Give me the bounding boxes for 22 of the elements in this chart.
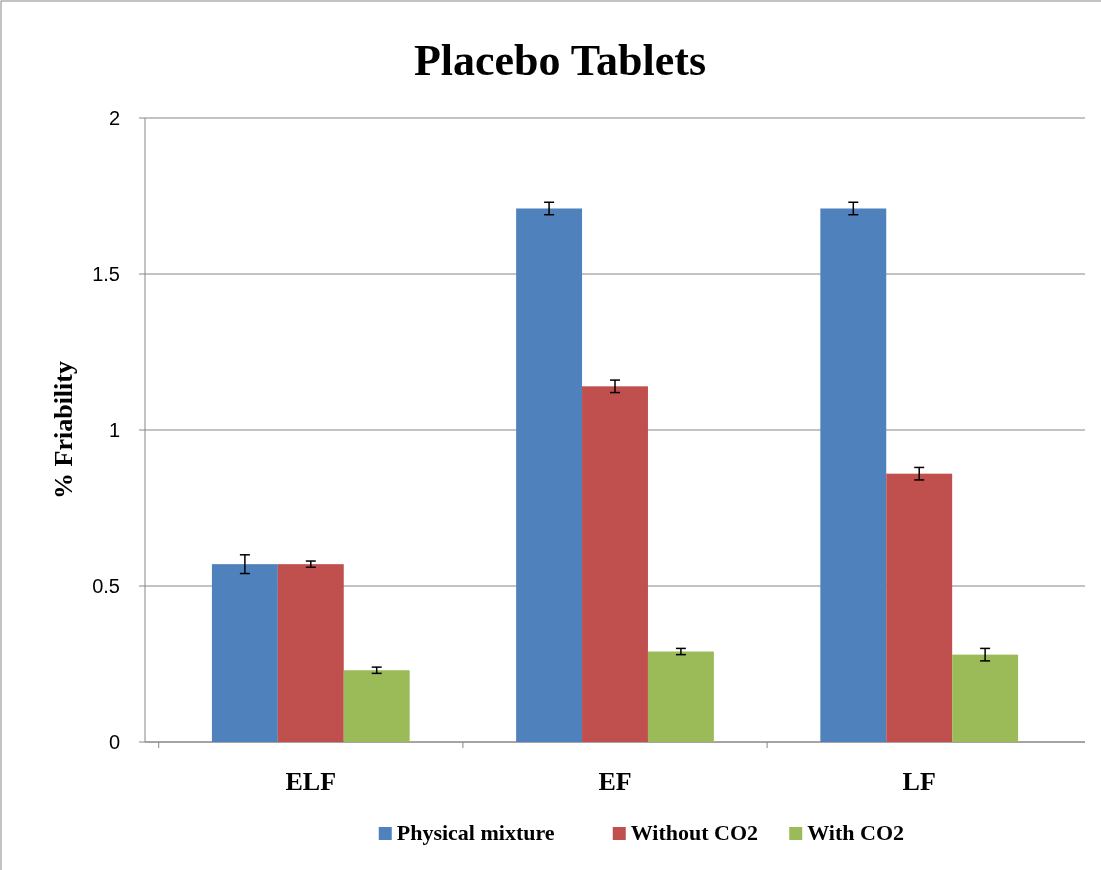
legend-label: Physical mixture <box>396 820 555 845</box>
bar <box>886 473 953 742</box>
x-tick-label: EF <box>598 767 632 796</box>
chart-title: Placebo Tablets <box>413 36 707 85</box>
x-tick-label: ELF <box>285 767 337 796</box>
legend-label: With CO2 <box>807 820 905 845</box>
bar <box>211 564 278 742</box>
x-tick-label: LF <box>902 767 936 796</box>
bar <box>952 654 1019 742</box>
legend-label: Without CO2 <box>630 820 759 845</box>
y-tick-label: 0 <box>108 731 120 753</box>
y-axis-title: % Friability <box>49 361 78 499</box>
bar <box>277 564 344 742</box>
y-tick-label: 1 <box>108 419 120 441</box>
bar <box>820 208 887 742</box>
y-tick-label: 2 <box>108 107 120 129</box>
y-tick-label: 0.5 <box>92 575 120 597</box>
bar <box>516 208 583 742</box>
bar <box>582 386 648 742</box>
y-tick-label: 1.5 <box>92 263 120 285</box>
bar <box>647 651 714 742</box>
bar <box>343 670 410 742</box>
